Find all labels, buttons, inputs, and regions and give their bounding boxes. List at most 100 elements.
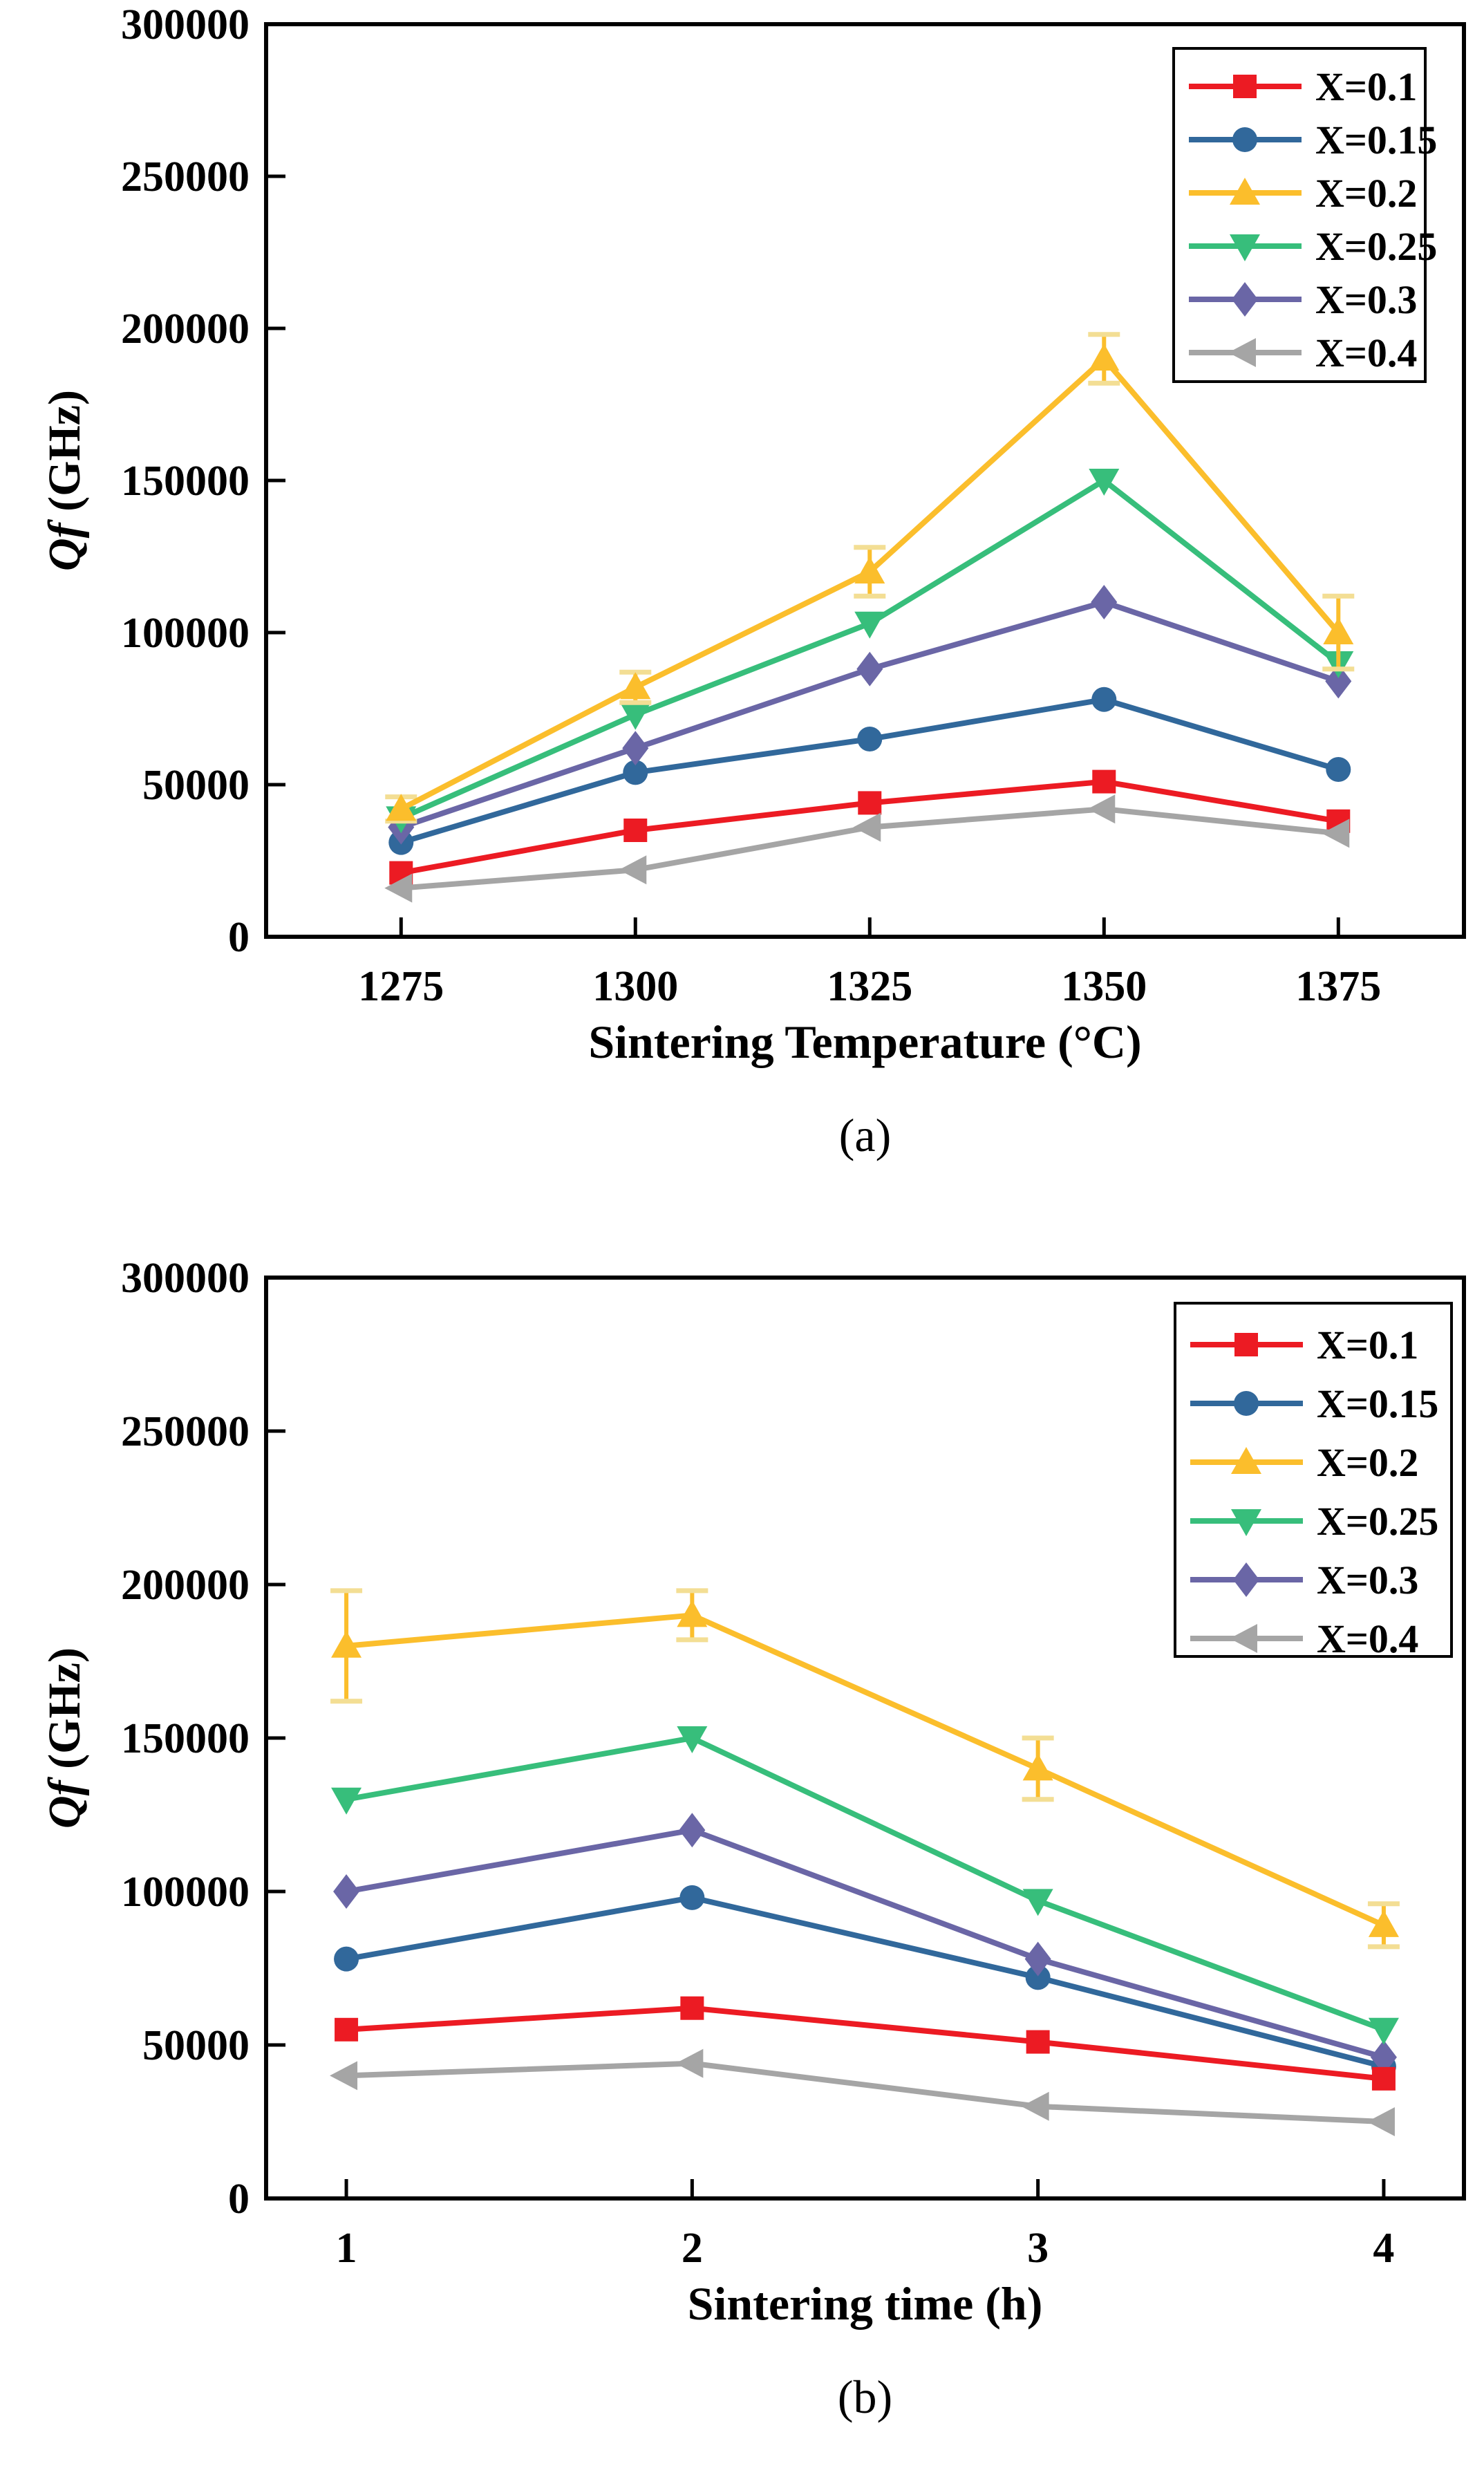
series-line-X=0.1	[346, 2005, 1384, 2082]
y-tick-label: 50000	[142, 762, 250, 809]
axis-title-x: Sintering Temperature (°C)	[588, 1016, 1141, 1068]
legend-box	[1172, 47, 1427, 383]
series-marker-X=0.3	[333, 1874, 360, 1909]
series-marker-X=0.15	[679, 1885, 705, 1910]
legend-marker	[1231, 1447, 1261, 1474]
y-tick-label: 100000	[121, 610, 250, 657]
x-tick-label: 1300	[592, 963, 678, 1010]
legend-marker	[1232, 127, 1257, 152]
series-marker-X=0.4	[384, 873, 413, 903]
series-marker-X=0.25	[331, 1787, 362, 1815]
series-marker-X=0.2	[1022, 1753, 1053, 1781]
y-tick-label: 200000	[121, 1562, 250, 1609]
legend-label: X=0.4	[1315, 330, 1417, 375]
series-line-X=0.2	[346, 1612, 1385, 1928]
series-marker-X=0.25	[854, 611, 885, 639]
legend-marker	[1234, 1391, 1259, 1416]
series-marker-X=0.25	[620, 702, 651, 730]
y-tick-label: 150000	[121, 1715, 250, 1762]
axis-title-y: Qf (GHz)	[39, 1647, 90, 1829]
series-marker-X=0.2	[331, 1630, 362, 1658]
series-marker-X=0.25	[1089, 469, 1120, 496]
series-marker-X=0.15	[857, 727, 883, 751]
subfigure-caption: (a)	[839, 1109, 891, 1161]
series-marker-X=0.15	[1091, 686, 1117, 712]
series-marker-X=0.4	[675, 2048, 704, 2078]
series-marker-X=0.4	[1021, 2091, 1049, 2121]
series-marker-X=0.3	[1091, 585, 1118, 619]
legend-marker	[1230, 1624, 1257, 1653]
legend-label: X=0.2	[1317, 1440, 1418, 1485]
x-tick-label: 3	[1027, 2225, 1049, 2272]
series-marker-X=0.3	[1370, 2039, 1397, 2075]
legend-label: X=0.2	[1315, 171, 1417, 216]
legend-label: X=0.25	[1315, 224, 1437, 269]
series-marker-X=0.1	[680, 1996, 704, 2020]
subfigure-caption: (b)	[838, 2371, 892, 2423]
series-marker-X=0.3	[1024, 1941, 1051, 1977]
x-tick-label: 1350	[1061, 963, 1147, 1010]
axis-title-x: Sintering time (h)	[688, 2277, 1043, 2330]
series-marker-X=0.3	[1325, 664, 1352, 699]
axis-title-y: Qf (GHz)	[39, 390, 90, 571]
legend-marker	[1230, 178, 1260, 205]
y-tick-label: 100000	[121, 1869, 250, 1916]
x-tick-label: 1	[336, 2225, 357, 2272]
series-marker-X=0.1	[858, 791, 882, 815]
series-marker-X=0.25	[1022, 1889, 1053, 1916]
legend-label: X=0.4	[1317, 1616, 1418, 1661]
series-marker-X=0.1	[1092, 769, 1116, 794]
series-marker-X=0.15	[334, 1946, 359, 1972]
series-marker-X=0.4	[1366, 2107, 1395, 2136]
series-line-X=0.25	[346, 1735, 1385, 2033]
legend-marker	[1234, 1333, 1258, 1356]
series-marker-X=0.2	[1089, 344, 1120, 371]
y-tick-label: 250000	[121, 153, 250, 200]
y-tick-label: 50000	[142, 2022, 250, 2069]
series-line-X=0.3	[346, 1827, 1385, 2060]
legend-label: X=0.1	[1315, 64, 1417, 109]
series-marker-X=0.2	[1323, 617, 1354, 644]
x-tick-label: 4	[1373, 2225, 1394, 2272]
legend-box	[1174, 1302, 1453, 1658]
series-marker-X=0.25	[1368, 2017, 1399, 2045]
legend-label: X=0.15	[1315, 118, 1437, 162]
series-marker-X=0.2	[1368, 1909, 1399, 1937]
x-tick-label: 1325	[827, 963, 912, 1010]
series-marker-X=0.2	[854, 557, 885, 583]
series-marker-X=0.4	[1322, 819, 1350, 848]
legend-label: X=0.3	[1315, 277, 1417, 322]
series-marker-X=0.3	[622, 731, 649, 766]
legend-marker	[1231, 1509, 1261, 1536]
y-tick-label: 0	[228, 914, 250, 961]
x-tick-label: 1375	[1295, 963, 1381, 1010]
series-marker-X=0.1	[335, 2017, 359, 2042]
legend-marker	[1233, 75, 1257, 98]
legend-marker	[1228, 338, 1256, 367]
x-tick-label: 2	[682, 2225, 703, 2272]
series-marker-X=0.4	[330, 2061, 358, 2091]
legend-marker	[1232, 282, 1258, 317]
series-marker-X=0.4	[1087, 794, 1116, 824]
series-marker-X=0.4	[619, 855, 647, 885]
y-tick-label: 250000	[121, 1408, 250, 1455]
legend-marker	[1233, 1562, 1259, 1597]
series-marker-X=0.2	[620, 672, 651, 700]
series-marker-X=0.25	[677, 1726, 708, 1753]
series-marker-X=0.1	[1026, 2030, 1050, 2054]
series-marker-X=0.3	[856, 651, 883, 686]
x-tick-label: 1275	[358, 963, 444, 1010]
series-line-X=0.4	[346, 2060, 1384, 2124]
series-marker-X=0.1	[623, 819, 648, 842]
y-tick-label: 200000	[121, 306, 250, 353]
y-tick-label: 150000	[121, 458, 250, 505]
legend-label: X=0.3	[1317, 1558, 1418, 1603]
series-marker-X=0.15	[623, 760, 648, 785]
series-marker-X=0.2	[677, 1600, 708, 1627]
legend-label: X=0.15	[1317, 1381, 1438, 1426]
series-marker-X=0.2	[386, 794, 417, 821]
series-marker-X=0.1	[1371, 2066, 1396, 2091]
